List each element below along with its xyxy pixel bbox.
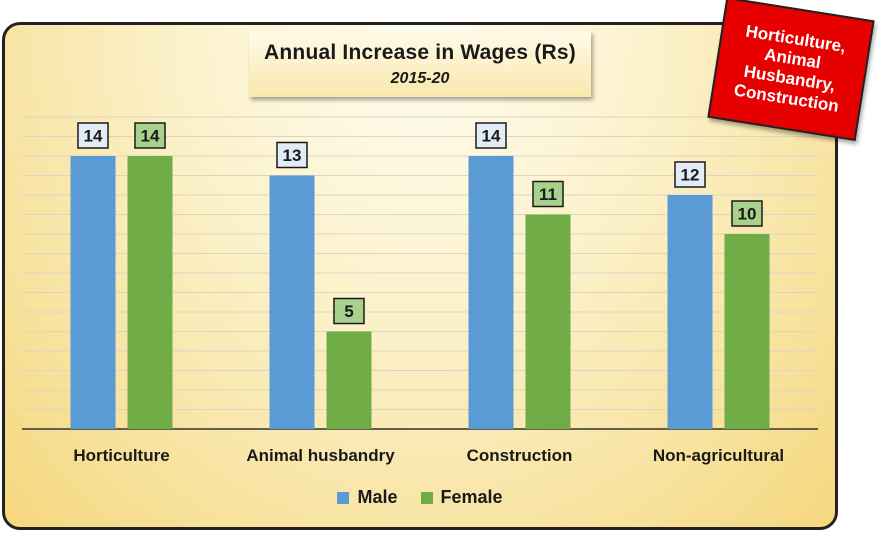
data-label-box-female-2 <box>532 180 564 208</box>
legend: Male Female <box>0 487 840 509</box>
legend-item-male: Male <box>337 487 397 508</box>
data-label-male-2: 14 <box>482 127 501 146</box>
bar-male-2 <box>468 156 514 429</box>
category-label: Non-agricultural <box>653 446 784 465</box>
legend-label-female: Female <box>440 487 503 507</box>
bar-female-3 <box>724 234 770 429</box>
bar-male-3 <box>667 195 713 429</box>
category-label: Horticulture <box>73 446 169 465</box>
bar-female-0 <box>127 156 173 429</box>
category-label: Animal husbandry <box>246 446 395 465</box>
data-label-male-3: 12 <box>681 166 700 185</box>
legend-swatch-male <box>337 491 350 504</box>
data-label-box-male-1 <box>276 141 308 169</box>
callout-stamp: Horticulture, Animal Husbandry, Construc… <box>707 0 875 141</box>
chart-title: Annual Increase in Wages (Rs) <box>264 41 576 64</box>
data-label-box-male-2 <box>475 122 507 149</box>
data-label-male-0: 14 <box>84 127 103 146</box>
data-label-box-male-0 <box>77 122 109 149</box>
data-label-female-3: 10 <box>738 205 757 224</box>
data-label-female-1: 5 <box>344 302 353 321</box>
chart-title-box: Annual Increase in Wages (Rs) 2015-20 <box>249 31 591 97</box>
data-label-female-0: 14 <box>141 127 160 146</box>
bar-male-1 <box>269 175 315 429</box>
data-label-box-female-0 <box>134 122 166 149</box>
data-label-male-1: 13 <box>283 146 302 165</box>
legend-swatch-female <box>420 491 433 504</box>
data-label-female-2: 11 <box>539 185 557 204</box>
category-label: Construction <box>467 446 573 465</box>
bar-female-1 <box>326 331 372 429</box>
chart-subtitle: 2015-20 <box>390 70 450 87</box>
legend-item-female: Female <box>420 487 503 508</box>
data-label-box-female-3 <box>731 200 763 227</box>
data-label-box-male-3 <box>674 161 706 188</box>
bar-female-2 <box>525 214 571 429</box>
legend-label-male: Male <box>357 487 398 507</box>
data-label-box-female-1 <box>333 297 365 325</box>
bar-male-0 <box>70 156 116 429</box>
